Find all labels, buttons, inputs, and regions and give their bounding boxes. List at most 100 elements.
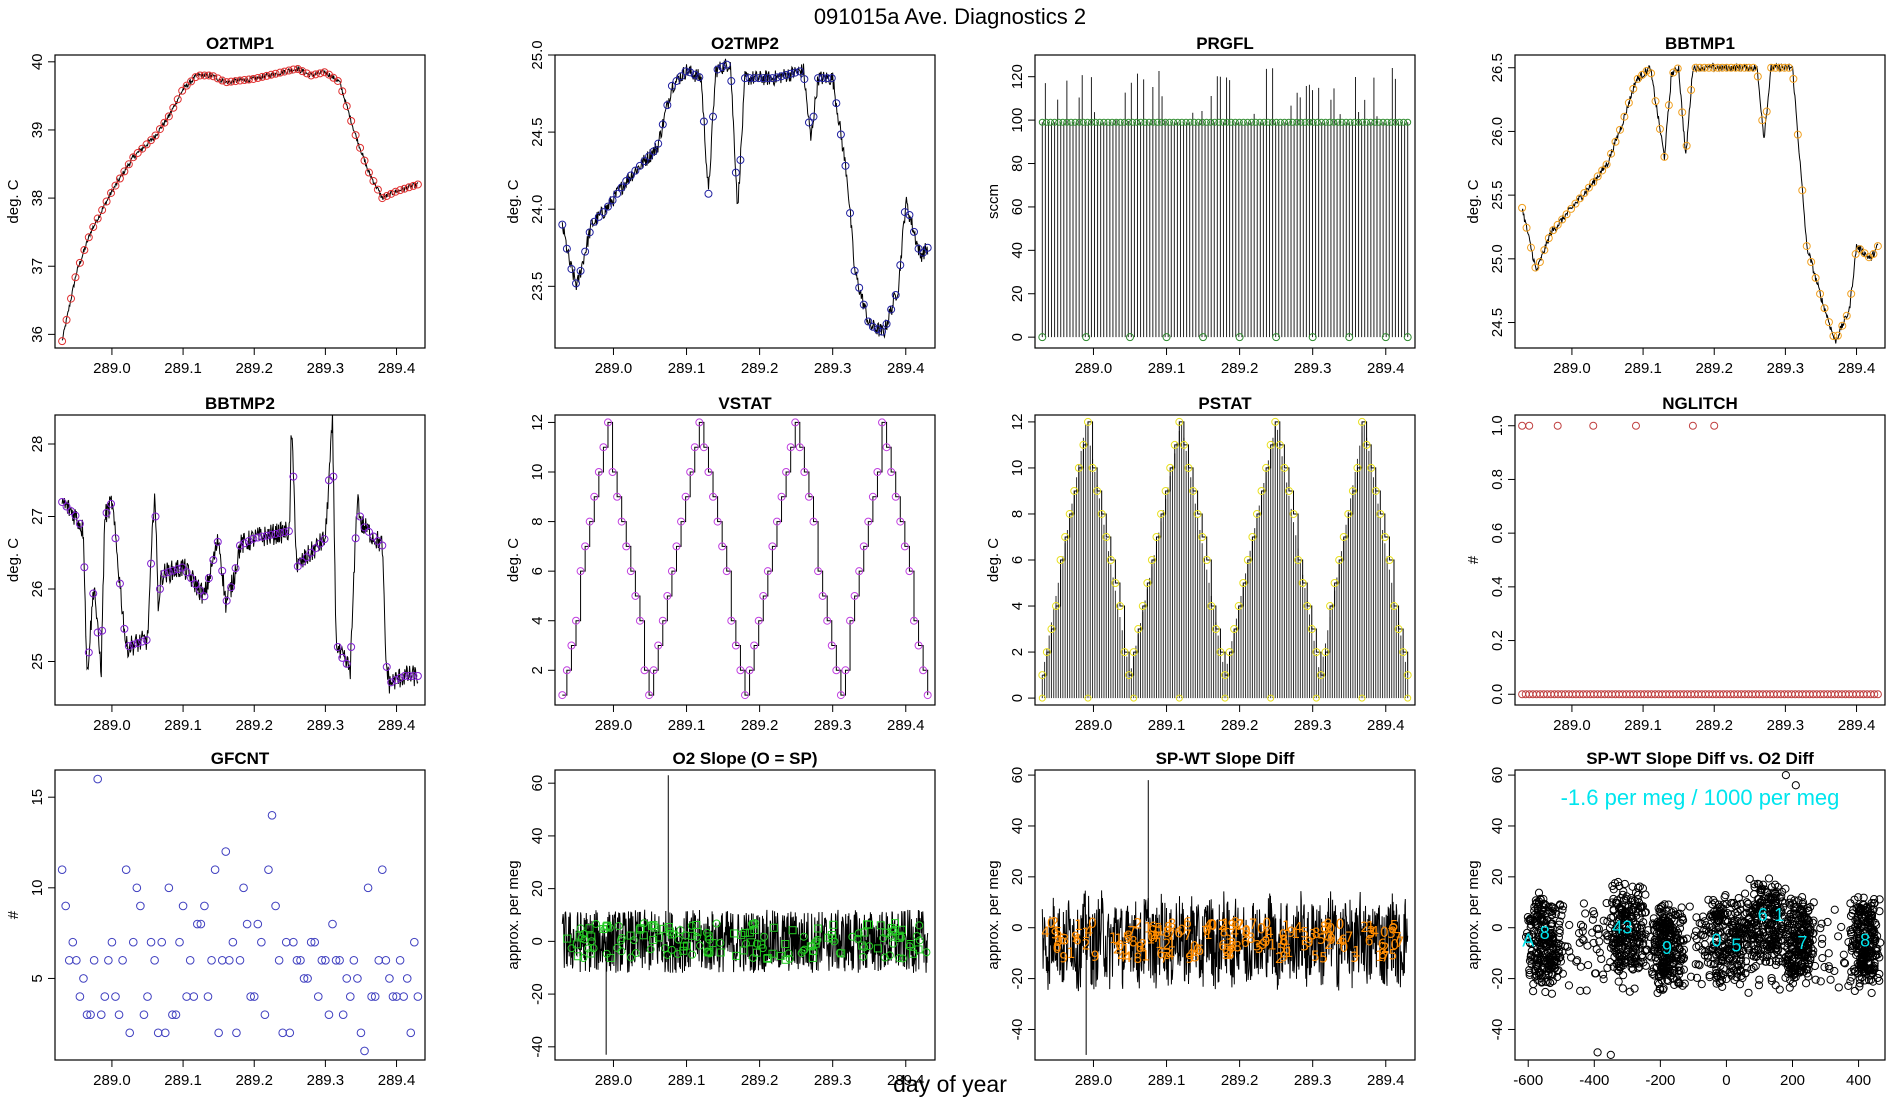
spwt_vs_o2-point xyxy=(1806,925,1815,934)
o2slope-marker xyxy=(665,927,674,936)
spwt_vs_o2-point xyxy=(1664,938,1673,947)
o2tmp2-point xyxy=(640,157,649,166)
bbtmp2-point xyxy=(311,544,320,553)
spwt_vs_o2-point xyxy=(1555,917,1564,926)
spwt-marker: 1 xyxy=(1291,926,1300,942)
spwt_vs_o2-point xyxy=(1537,924,1546,933)
pstat-point xyxy=(1289,509,1298,518)
spwt_vs_o2-point xyxy=(1595,948,1604,957)
spwt_vs_o2-point xyxy=(1543,955,1552,964)
o2tmp1-point xyxy=(396,186,405,195)
vstat-xtick-label: 289.0 xyxy=(595,717,633,734)
spwt_vs_o2-xtick-label: 200 xyxy=(1780,1072,1805,1089)
spwt-marker: 8 xyxy=(1162,925,1171,941)
spwt_vs_o2-outlier xyxy=(1781,770,1790,780)
spwt_vs_o2-point xyxy=(1860,936,1869,946)
prgfl-point xyxy=(1268,118,1276,126)
prgfl-point xyxy=(1042,118,1050,126)
spwt_vs_o2-point xyxy=(1669,958,1678,967)
gfcnt-point xyxy=(68,937,78,947)
bbtmp1-point xyxy=(1540,246,1549,255)
vstat-point xyxy=(590,492,599,501)
bbtmp1-point xyxy=(1678,108,1687,117)
bbtmp2-point xyxy=(240,539,249,548)
o2slope-marker xyxy=(616,936,625,945)
prgfl-point xyxy=(1383,118,1391,126)
spwt_vs_o2-point xyxy=(1612,924,1622,933)
spwt_vs_o2-point xyxy=(1847,967,1856,976)
gfcnt-point xyxy=(246,992,255,1001)
pstat-point xyxy=(1284,486,1293,495)
spwt_vs_o2-point xyxy=(1536,915,1545,924)
gfcnt-point xyxy=(146,937,156,947)
spwt_vs_o2-point xyxy=(1663,921,1672,930)
o2slope-marker xyxy=(613,943,622,952)
spwt-marker: 5 xyxy=(1255,941,1264,957)
o2tmp2-point xyxy=(855,283,864,292)
spwt_vs_o2-point xyxy=(1606,958,1615,967)
gfcnt-point xyxy=(232,1028,241,1038)
bbtmp2-point xyxy=(93,628,102,637)
o2slope-marker xyxy=(649,935,658,944)
spwt-marker: 1 xyxy=(1226,945,1235,961)
spwt_vs_o2-point xyxy=(1610,925,1620,935)
o2slope-marker xyxy=(716,938,725,947)
prgfl-point xyxy=(1055,118,1063,126)
spwt_vs_o2-ytick-label: 60 xyxy=(1489,767,1506,784)
prgfl-point xyxy=(1149,118,1157,126)
o2tmp1-ytick-label: 40 xyxy=(29,53,46,70)
o2tmp2-point xyxy=(782,70,791,79)
bbtmp2-point xyxy=(338,653,347,662)
vstat-xtick-label: 289.3 xyxy=(814,717,852,734)
spwt_vs_o2-point xyxy=(1631,959,1640,969)
o2slope-marker xyxy=(830,937,839,946)
o2slope-marker xyxy=(599,924,608,933)
prgfl-point xyxy=(1129,118,1137,126)
o2tmp1-xtick-label: 289.2 xyxy=(235,360,273,377)
spwt-ytick-label: 0 xyxy=(1009,924,1026,932)
vstat-point xyxy=(786,443,795,452)
prgfl-point xyxy=(1174,118,1182,126)
vstat-point xyxy=(791,418,800,427)
o2slope-marker xyxy=(809,947,818,956)
spwt-xtick-label: 289.2 xyxy=(1221,1072,1259,1089)
prgfl-point xyxy=(1244,118,1252,126)
spwt_vs_o2-point xyxy=(1664,950,1674,959)
bbtmp2-point xyxy=(195,586,204,595)
prgfl-ytick-label: 120 xyxy=(1009,64,1026,89)
o2tmp1-point xyxy=(244,75,253,84)
figure-xlabel: day of year xyxy=(893,1071,1007,1097)
gfcnt-point xyxy=(168,1010,177,1019)
o2tmp2-point xyxy=(736,156,745,165)
spwt-marker: 7 xyxy=(1249,917,1258,933)
bbtmp2-point xyxy=(387,678,396,687)
o2slope-marker xyxy=(589,944,598,953)
spwt_vs_o2-point xyxy=(1640,908,1650,917)
spwt_vs_o2-outlier xyxy=(1606,1050,1615,1060)
spwt-marker: 2 xyxy=(1113,941,1122,957)
prgfl-zero-point xyxy=(1345,333,1354,342)
o2slope-marker xyxy=(897,933,906,942)
bbtmp2-point xyxy=(267,530,276,539)
prgfl-point xyxy=(1334,118,1342,126)
spwt_vs_o2-point xyxy=(1852,950,1861,960)
gfcnt-point xyxy=(225,956,234,965)
pstat-point xyxy=(1038,671,1047,680)
spwt_vs_o2-ytick-label: 40 xyxy=(1489,818,1506,835)
gfcnt-point xyxy=(217,956,227,965)
pstat-point xyxy=(1330,579,1339,588)
spwt-marker: 7 xyxy=(1235,918,1244,934)
o2slope-xtick-label: 289.1 xyxy=(668,1072,706,1089)
spwt-marker: 7 xyxy=(1395,935,1404,951)
spwt-marker: 4 xyxy=(1336,934,1345,950)
o2tmp1-point xyxy=(178,86,187,95)
spwt_vs_o2-point xyxy=(1721,916,1730,925)
spwt_vs_o2-point xyxy=(1755,899,1765,908)
prgfl-point xyxy=(1326,118,1334,126)
spwt-marker: 4 xyxy=(1185,948,1194,964)
spwt-marker: 7 xyxy=(1152,930,1161,946)
spwt_vs_o2-point xyxy=(1717,975,1726,985)
o2tmp2-ytick-label: 24.5 xyxy=(529,118,546,147)
spwt_vs_o2-point xyxy=(1783,959,1792,968)
spwt_vs_o2-point xyxy=(1641,961,1651,970)
